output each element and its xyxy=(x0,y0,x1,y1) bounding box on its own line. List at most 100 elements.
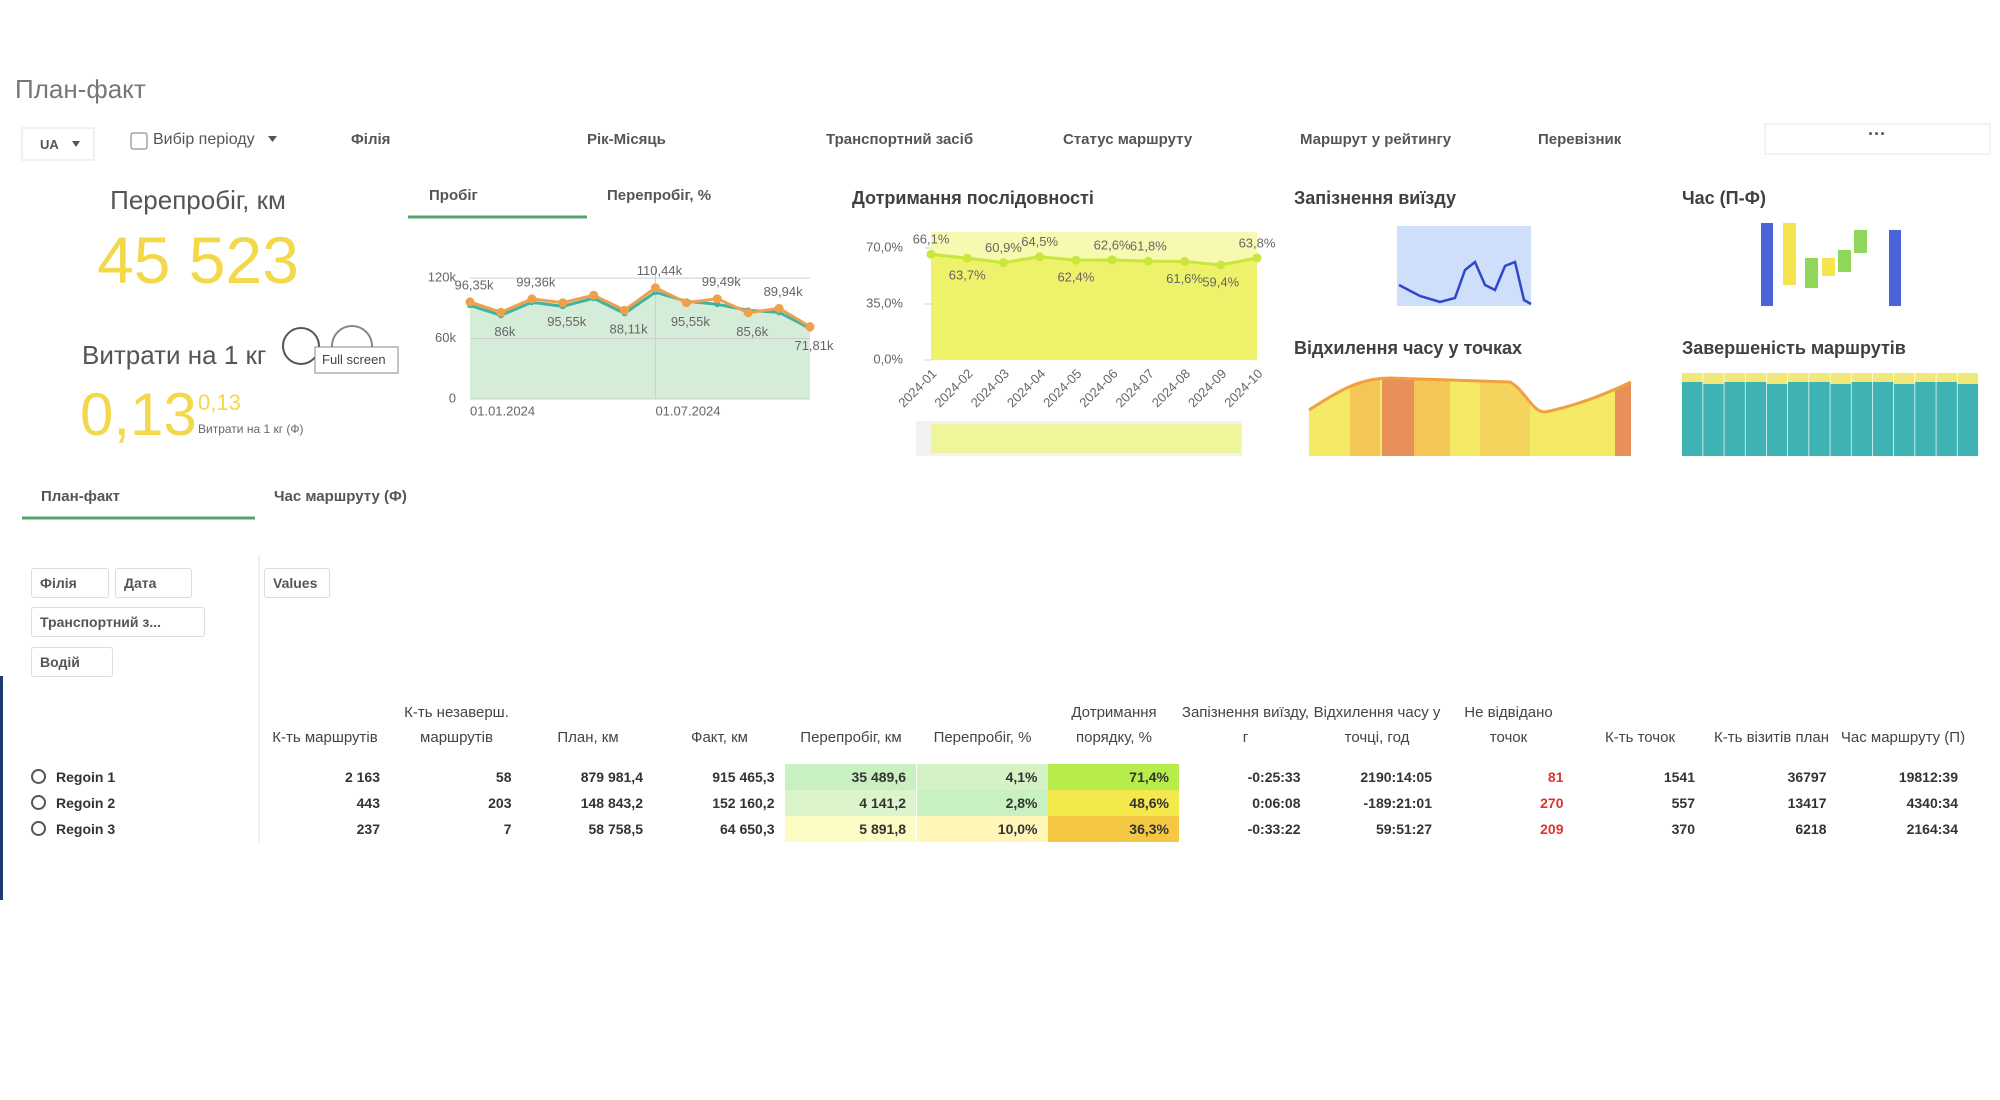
tab[interactable]: Перепробіг, % xyxy=(607,187,712,204)
measure-chip[interactable]: Values xyxy=(264,568,330,598)
data-label: 66,1% xyxy=(913,232,950,247)
data-label: 62,6% xyxy=(1094,237,1131,252)
data-label: 61,6% xyxy=(1166,271,1203,286)
kpi-value: 0,13 xyxy=(80,381,197,448)
cell: 915 465,3 xyxy=(712,769,775,785)
x-tick-label: 2024-09 xyxy=(1185,366,1229,410)
cell: 36797 xyxy=(1787,769,1827,785)
bar-top xyxy=(1682,373,1703,382)
expand-icon[interactable] xyxy=(31,795,46,810)
column-header: План, км xyxy=(557,729,619,746)
bar-top xyxy=(1936,373,1957,382)
cell: 237 xyxy=(356,821,380,837)
point xyxy=(589,290,599,300)
data-label: 64,5% xyxy=(1021,234,1058,249)
row-label: Regoin 2 xyxy=(56,795,116,811)
band xyxy=(1382,378,1414,456)
wf-bar xyxy=(1761,223,1773,306)
cell: 7 xyxy=(503,821,512,837)
bar xyxy=(1872,382,1894,456)
cell: 48,6% xyxy=(1048,790,1179,816)
more-box[interactable] xyxy=(1764,123,1991,155)
data-label: 60,9% xyxy=(985,240,1022,255)
tab[interactable]: План-факт xyxy=(41,488,121,505)
cell: 6218 xyxy=(1795,821,1827,837)
cell: 203 xyxy=(488,795,512,811)
filter[interactable]: Статус маршруту xyxy=(1063,131,1193,148)
delay-line xyxy=(1398,260,1532,306)
cell: 35 489,6 xyxy=(785,764,916,790)
cell: 10,0% xyxy=(916,816,1048,842)
point xyxy=(1035,252,1045,262)
cell: 2190:14:05 xyxy=(1360,769,1432,785)
calendar-icon xyxy=(130,132,148,150)
area xyxy=(931,254,1257,360)
icon xyxy=(282,327,320,365)
dimension-chip[interactable]: Філія xyxy=(31,568,109,598)
point xyxy=(962,253,972,263)
bar xyxy=(1809,382,1830,456)
column-header: Дотримання порядку, % xyxy=(1071,704,1157,746)
cell: 443 xyxy=(356,795,380,811)
column-header: Час маршруту (П) xyxy=(1840,729,1966,746)
caret xyxy=(268,136,277,142)
bar xyxy=(1766,384,1788,456)
filter[interactable]: Рік-Місяць xyxy=(587,131,666,148)
data-label: 95,55k xyxy=(547,314,587,329)
data-label: 63,7% xyxy=(949,268,986,283)
cell: 152 160,2 xyxy=(712,795,775,811)
kpi-fact-value: 0,13 xyxy=(198,390,241,415)
point xyxy=(620,305,630,315)
kpi-label: Перепробіг, км xyxy=(110,185,286,215)
data-label: 96,35k xyxy=(454,277,494,292)
data-label: 86k xyxy=(494,324,515,339)
page-title: План-факт xyxy=(15,74,146,104)
bar xyxy=(1830,384,1851,456)
bar-top xyxy=(1851,373,1873,382)
wf-bar xyxy=(1805,258,1818,288)
data-label: 95,55k xyxy=(671,314,711,329)
cell: 557 xyxy=(1671,795,1695,811)
x-tick-label: 2024-10 xyxy=(1221,366,1265,410)
filter[interactable]: Філія xyxy=(351,131,391,148)
dimension-chip[interactable]: Транспортний з... xyxy=(31,607,205,637)
filter[interactable]: Маршрут у рейтингу xyxy=(1300,131,1452,148)
dimension-chip[interactable]: Дата xyxy=(115,568,192,598)
filter[interactable]: Транспортний засіб xyxy=(826,131,974,148)
more[interactable]: ··· xyxy=(1868,124,1886,144)
cell: 19812:39 xyxy=(1898,769,1958,785)
expand-icon[interactable] xyxy=(31,769,46,784)
column-header: Відхилення часу у точці, год xyxy=(1313,704,1441,746)
expand-icon[interactable] xyxy=(31,821,46,836)
data-label: 89,94k xyxy=(764,284,804,299)
bar-top xyxy=(1809,373,1830,382)
tab[interactable]: Час маршруту (Ф) xyxy=(274,488,407,505)
bar xyxy=(1682,382,1703,456)
scroll-thumb[interactable] xyxy=(931,424,1241,453)
point xyxy=(998,258,1008,268)
point xyxy=(1252,253,1262,263)
kpi-value: 45 523 xyxy=(97,223,299,297)
y-tick-label: 120k xyxy=(428,270,457,285)
bar-top xyxy=(1872,373,1894,382)
point xyxy=(926,249,936,259)
tab[interactable]: Пробіг xyxy=(429,187,478,204)
deviation-line xyxy=(1308,376,1632,414)
bar-top xyxy=(1830,373,1851,384)
cell: 4 141,2 xyxy=(785,790,916,816)
point xyxy=(1071,255,1081,265)
lang-box[interactable] xyxy=(21,127,95,161)
tooltip-box xyxy=(314,346,399,374)
point xyxy=(743,308,753,318)
cell: 0:06:08 xyxy=(1252,795,1301,811)
cell: 2164:34 xyxy=(1906,821,1958,837)
column-header: Не відвідано точок xyxy=(1464,704,1553,746)
lang[interactable]: UA xyxy=(40,137,59,152)
bar xyxy=(1703,384,1724,456)
x-tick-label: 2024-04 xyxy=(1004,366,1048,410)
filter[interactable]: Перевізник xyxy=(1538,131,1622,148)
cell: 58 758,5 xyxy=(588,821,644,837)
period-filter[interactable]: Вибір періоду xyxy=(153,131,255,148)
kpi-fact-label: Витрати на 1 кг (Ф) xyxy=(198,422,304,436)
dimension-chip[interactable]: Водій xyxy=(31,647,113,677)
